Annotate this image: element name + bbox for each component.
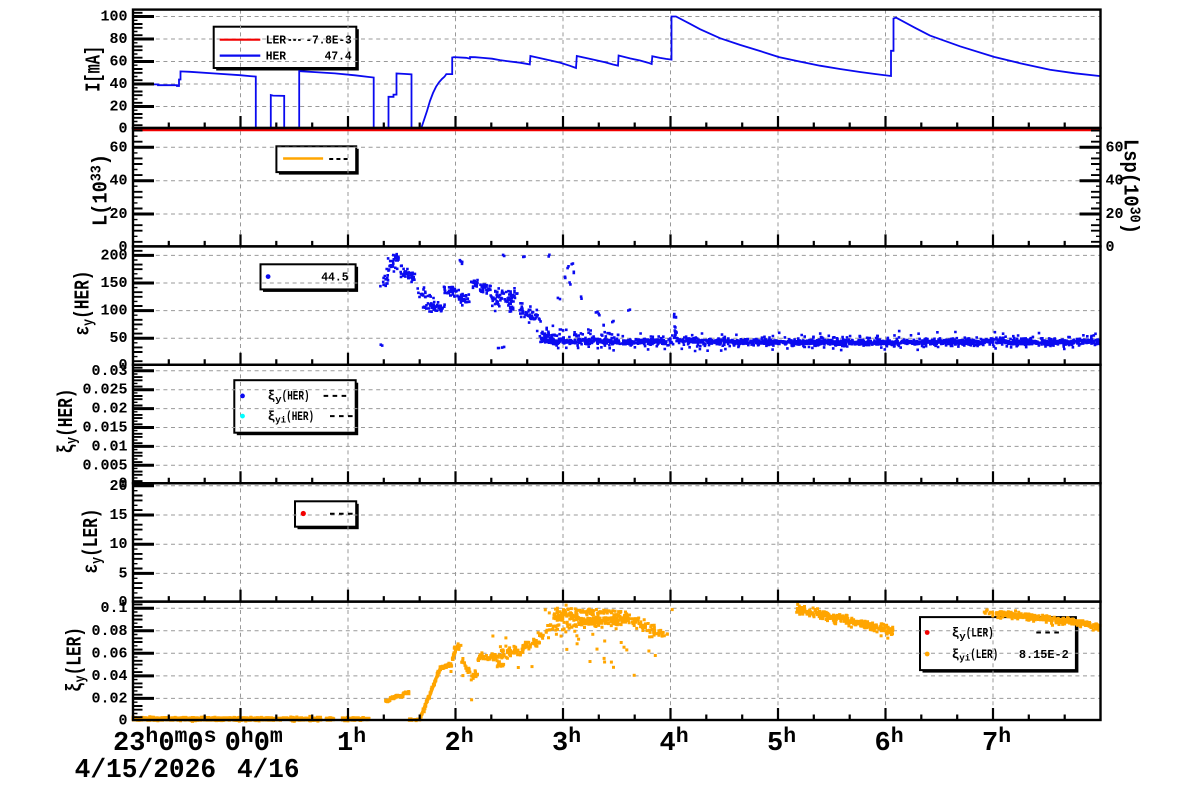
svg-text:60: 60 (109, 139, 127, 156)
svg-text:100: 100 (100, 9, 127, 26)
svg-text:0.1: 0.1 (100, 600, 127, 617)
svg-text:4/15/2026: 4/15/2026 (75, 756, 217, 786)
svg-text:0.005: 0.005 (82, 457, 127, 474)
svg-text:20: 20 (109, 478, 127, 495)
svg-text:0.015: 0.015 (82, 420, 127, 437)
svg-text:40: 40 (109, 173, 127, 190)
svg-text:40: 40 (1106, 173, 1124, 190)
svg-text:0.02: 0.02 (91, 401, 127, 418)
svg-text:-7.8E-3: -7.8E-3 (306, 34, 352, 47)
svg-text:0.04: 0.04 (91, 668, 127, 685)
svg-text:2h: 2h (445, 725, 474, 759)
svg-text:ξy(HER): ξy(HER) (56, 389, 81, 454)
svg-text:80: 80 (109, 31, 127, 48)
svg-text:44.5: 44.5 (321, 272, 348, 285)
svg-text:23h0m0s: 23h0m0s (113, 725, 217, 759)
svg-text:47.4: 47.4 (325, 50, 352, 63)
svg-text:5h: 5h (767, 725, 796, 759)
svg-text:0: 0 (118, 712, 127, 729)
svg-text:60: 60 (109, 54, 127, 71)
svg-text:ξy(LER): ξy(LER) (952, 626, 994, 642)
svg-text:0: 0 (118, 357, 127, 374)
svg-text:40: 40 (109, 76, 127, 93)
svg-text:εy(HER): εy(HER) (73, 271, 98, 336)
svg-text:ξy(HER): ξy(HER) (268, 390, 310, 406)
svg-text:εy(LER): εy(LER) (81, 509, 106, 574)
svg-text:0: 0 (118, 239, 127, 256)
svg-text:10: 10 (109, 536, 127, 553)
svg-text:150: 150 (100, 275, 127, 292)
svg-text:I[mA]: I[mA] (84, 46, 107, 92)
svg-text:20: 20 (109, 206, 127, 223)
svg-text:0.02: 0.02 (91, 690, 127, 707)
svg-text:200: 200 (100, 247, 127, 264)
svg-text:4/16: 4/16 (237, 756, 300, 786)
svg-text:LER: LER (266, 34, 286, 47)
svg-text:L(1033): L(1033) (89, 154, 114, 226)
svg-text:50: 50 (109, 330, 127, 347)
svg-text:5: 5 (118, 565, 127, 582)
svg-text:0.03: 0.03 (91, 363, 127, 380)
svg-text:0.025: 0.025 (82, 382, 127, 399)
svg-text:HER: HER (266, 50, 286, 63)
svg-text:ξyi(LER): ξyi(LER) (952, 648, 999, 664)
svg-text:15: 15 (109, 507, 127, 524)
svg-text:0.08: 0.08 (91, 623, 127, 640)
svg-text:60: 60 (1106, 139, 1124, 156)
svg-text:8.15E-2: 8.15E-2 (1019, 649, 1069, 662)
svg-text:0: 0 (118, 120, 127, 137)
svg-text:20: 20 (109, 99, 127, 116)
svg-text:0.06: 0.06 (91, 645, 127, 662)
svg-text:20: 20 (1106, 206, 1124, 223)
svg-text:0: 0 (1106, 239, 1115, 256)
svg-text:ξyi(HER): ξyi(HER) (268, 410, 315, 426)
svg-text:0: 0 (118, 594, 127, 611)
svg-text:100: 100 (100, 303, 127, 320)
svg-text:0.01: 0.01 (91, 438, 127, 455)
svg-text:ξy(LER): ξy(LER) (65, 627, 90, 692)
